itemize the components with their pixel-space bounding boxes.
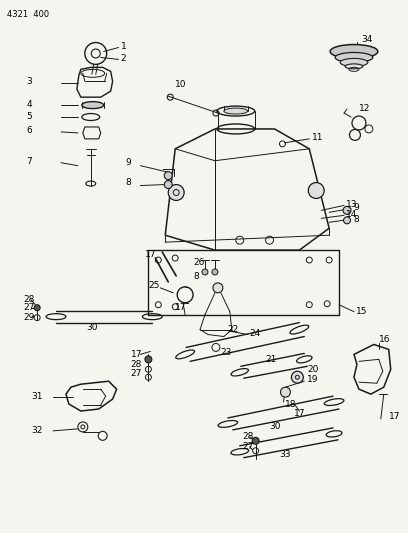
- Circle shape: [252, 438, 259, 445]
- Text: 27: 27: [243, 442, 254, 451]
- Circle shape: [308, 183, 324, 198]
- Text: 9: 9: [126, 158, 131, 167]
- Text: 28: 28: [243, 432, 254, 441]
- Text: 16: 16: [379, 335, 390, 344]
- Text: 23: 23: [220, 348, 231, 357]
- Circle shape: [213, 283, 223, 293]
- Text: 4321  400: 4321 400: [7, 10, 49, 19]
- Text: 30: 30: [86, 323, 98, 332]
- Text: 1: 1: [121, 42, 126, 51]
- Text: 4: 4: [26, 100, 32, 109]
- Text: 20: 20: [307, 365, 319, 374]
- Text: 8: 8: [353, 215, 359, 224]
- Circle shape: [202, 269, 208, 275]
- Ellipse shape: [335, 52, 373, 62]
- Text: 34: 34: [361, 35, 372, 44]
- Circle shape: [343, 206, 351, 214]
- Text: 8: 8: [193, 272, 199, 281]
- Ellipse shape: [224, 108, 248, 114]
- Text: 17: 17: [295, 409, 306, 418]
- Circle shape: [164, 181, 172, 189]
- Text: 15: 15: [356, 307, 368, 316]
- Circle shape: [34, 305, 40, 311]
- Text: 7: 7: [26, 157, 32, 166]
- Circle shape: [145, 356, 152, 363]
- Text: 9: 9: [353, 203, 359, 212]
- Text: 18: 18: [286, 400, 297, 409]
- Text: 33: 33: [279, 450, 291, 459]
- Ellipse shape: [345, 64, 363, 69]
- Text: 6: 6: [26, 126, 32, 135]
- Text: 10: 10: [175, 80, 187, 89]
- Ellipse shape: [330, 45, 378, 59]
- Text: 30: 30: [270, 422, 281, 431]
- Text: 14: 14: [346, 210, 357, 219]
- Text: 11: 11: [312, 133, 324, 142]
- Circle shape: [291, 372, 303, 383]
- Text: 17: 17: [175, 303, 187, 312]
- Text: 17: 17: [131, 350, 142, 359]
- Text: 28: 28: [23, 295, 35, 304]
- Text: 17: 17: [145, 249, 157, 259]
- Text: 12: 12: [359, 103, 370, 112]
- Text: 28: 28: [131, 360, 142, 369]
- Text: 25: 25: [149, 281, 160, 290]
- Text: 27: 27: [131, 369, 142, 378]
- Text: 17: 17: [389, 413, 400, 422]
- Text: 2: 2: [121, 54, 126, 63]
- Text: 19: 19: [307, 375, 319, 384]
- Text: 22: 22: [228, 325, 239, 334]
- Text: 21: 21: [266, 355, 277, 364]
- Text: 29: 29: [23, 313, 35, 322]
- Text: 8: 8: [126, 178, 131, 187]
- Text: 5: 5: [26, 111, 32, 120]
- Ellipse shape: [82, 102, 104, 109]
- Text: 24: 24: [250, 329, 261, 338]
- Text: 13: 13: [346, 200, 357, 209]
- Ellipse shape: [340, 59, 368, 67]
- Circle shape: [164, 172, 172, 180]
- Text: 32: 32: [31, 426, 42, 435]
- Circle shape: [212, 269, 218, 275]
- Circle shape: [280, 387, 290, 397]
- Circle shape: [344, 217, 350, 224]
- Text: 27: 27: [23, 303, 35, 312]
- Circle shape: [168, 184, 184, 200]
- Text: 3: 3: [26, 77, 32, 86]
- Text: 26: 26: [193, 257, 204, 266]
- Text: 31: 31: [31, 392, 43, 401]
